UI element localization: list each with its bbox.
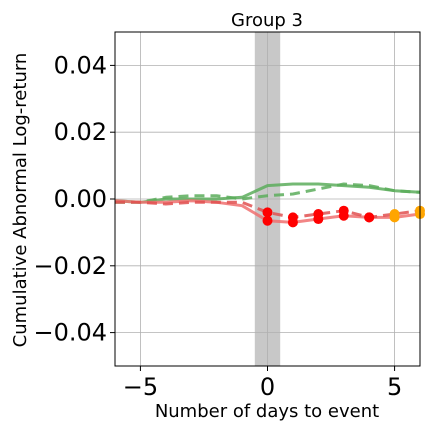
data-point-marker [389,209,400,220]
data-point-marker [287,212,298,223]
y-tick-label: −0.02 [33,252,107,280]
y-tick-label: 0.02 [54,118,107,146]
data-point-marker [364,212,375,223]
grid-layer [115,32,420,366]
y-tick-label: 0.00 [54,185,107,213]
y-tick-label: 0.04 [54,51,107,79]
series-line-0 [114,182,421,204]
x-tick-label: 0 [260,373,275,401]
x-tick-label: 5 [387,373,402,401]
chart-title: Group 3 [231,10,303,31]
series-line-1 [115,182,421,204]
y-axis-label: Cumulative Abnormal Log-return [10,53,31,348]
y-tick-layer: −0.04 −0.02 0.00 0.02 0.04 [33,51,115,347]
data-point-marker [338,205,349,216]
marker-layer [262,205,425,228]
data-point-marker [313,209,324,220]
x-tick-label: −5 [123,373,158,401]
x-axis-label: Number of days to event [155,401,379,422]
data-point-marker [262,207,273,218]
x-tick-layer: −5 0 5 [123,366,402,401]
y-tick-label: −0.04 [33,319,107,347]
data-point-marker [262,215,273,226]
